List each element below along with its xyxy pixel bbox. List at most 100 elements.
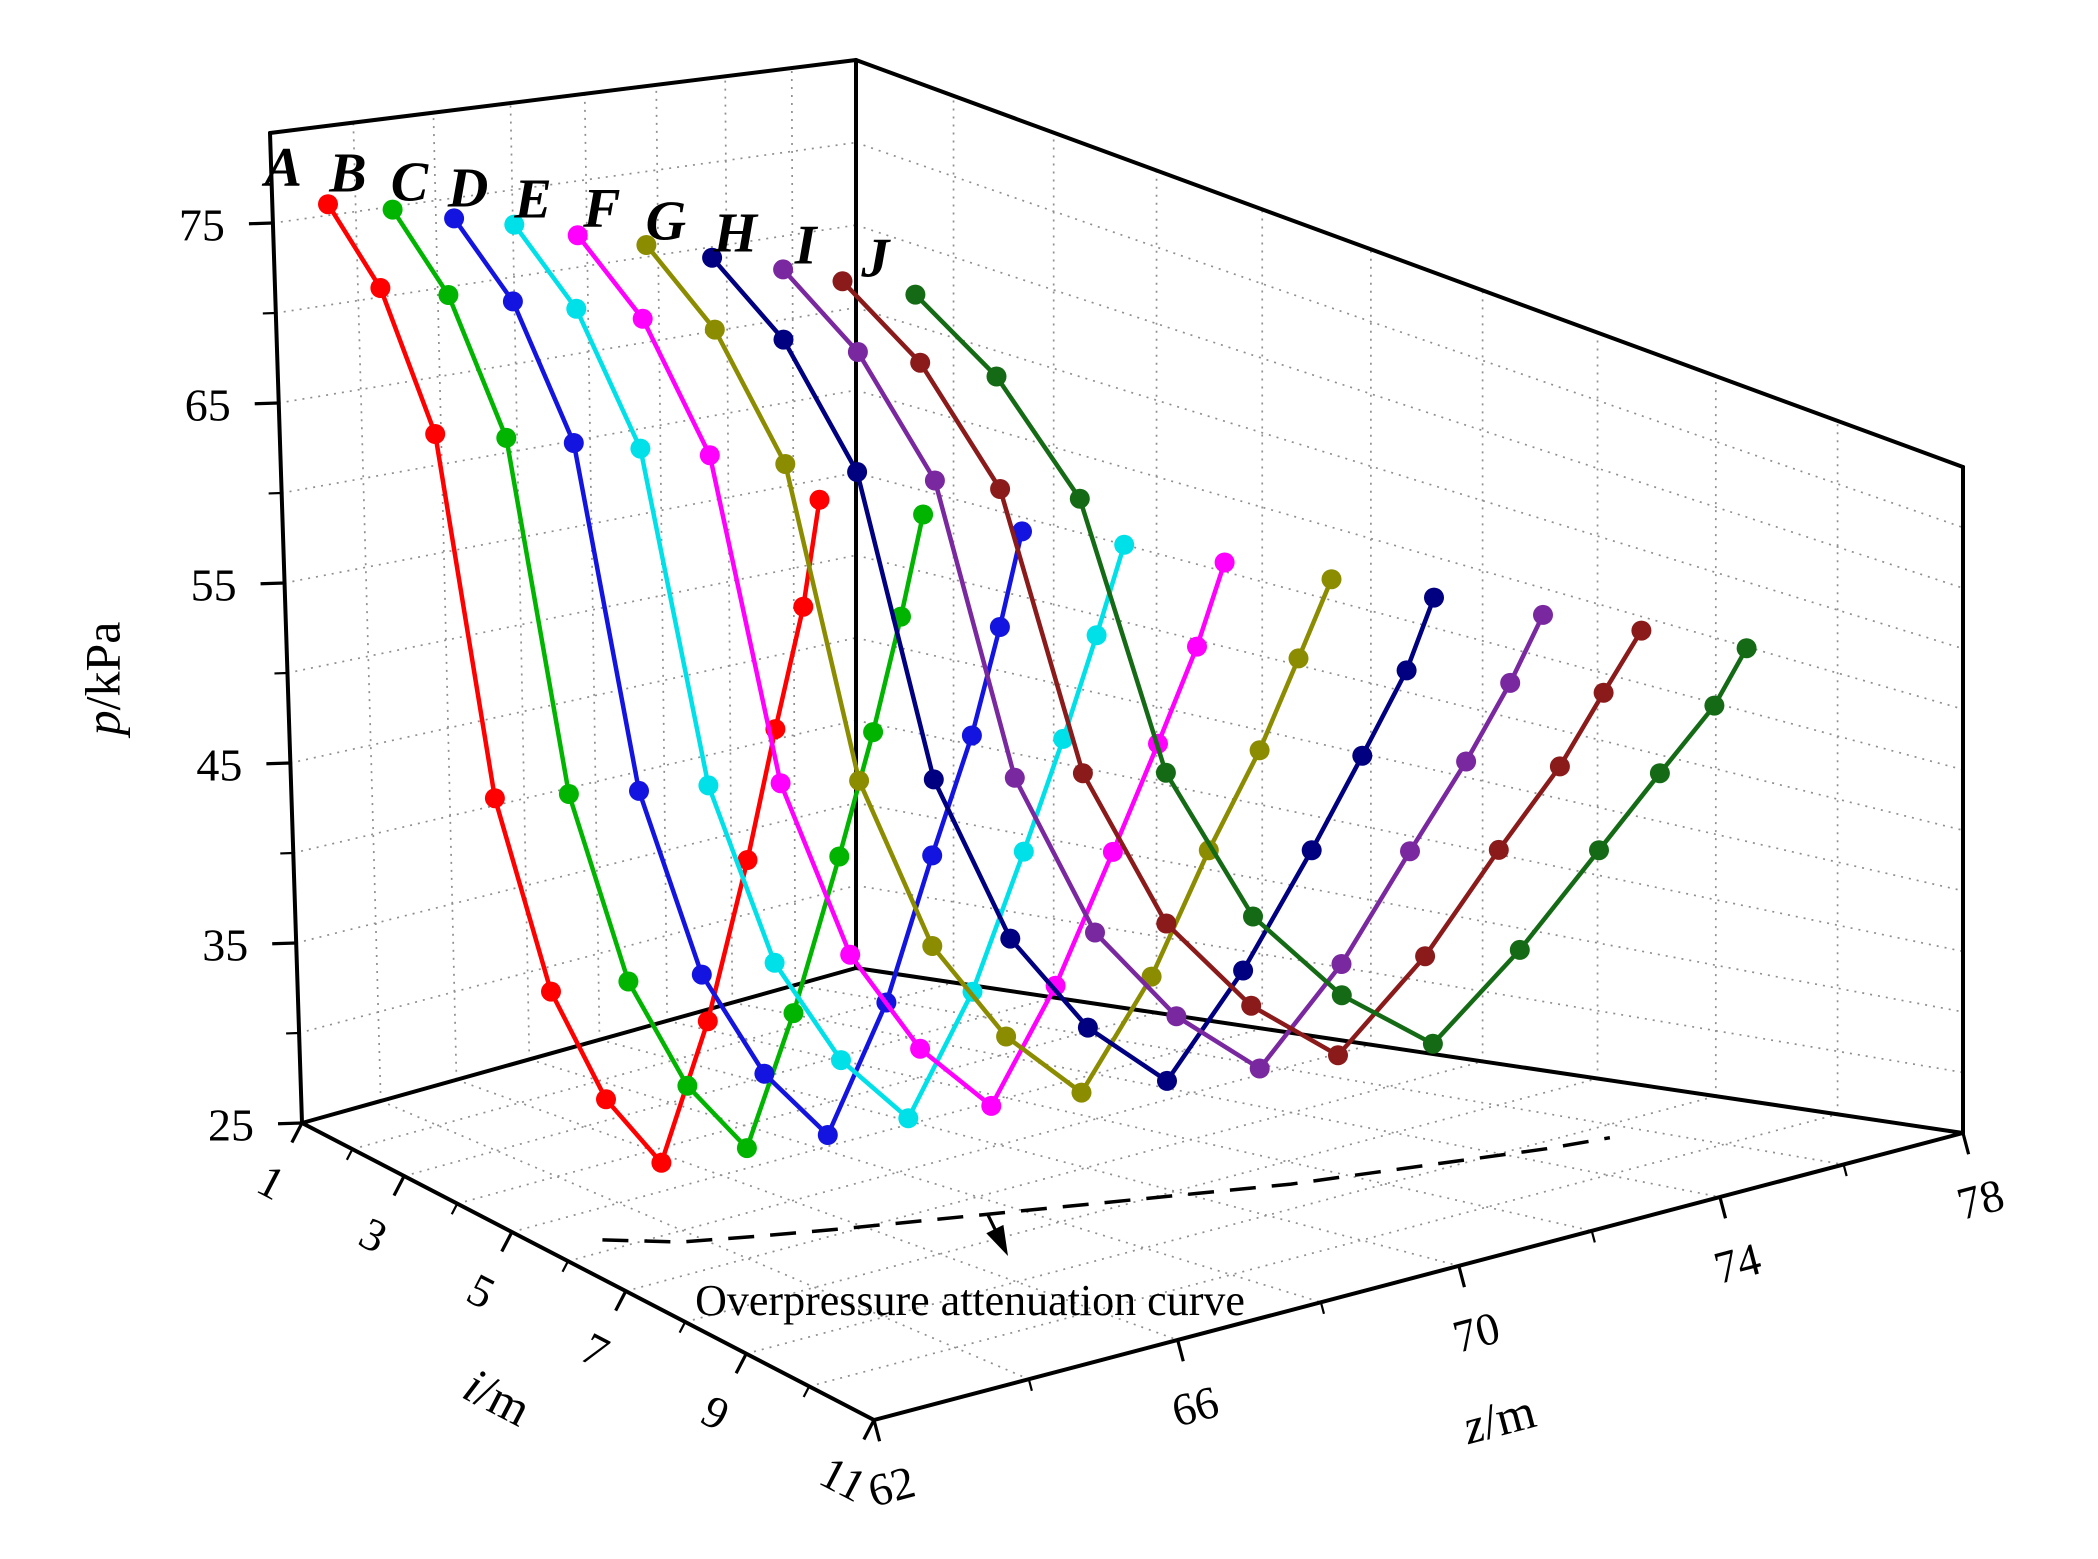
data-point-H: [1500, 672, 1521, 693]
data-point-G: [773, 329, 794, 350]
annotation-arrowhead: [986, 1224, 1008, 1256]
data-point-I: [910, 352, 931, 373]
series-label-B: B: [328, 143, 366, 205]
data-point-F: [775, 454, 796, 474]
data-point-E: [840, 944, 861, 965]
data-point-H: [1004, 767, 1025, 788]
series-line-F: [644, 243, 1334, 1095]
data-point-I: [1593, 682, 1614, 703]
data-point-D: [504, 214, 525, 235]
data-point-J: [1243, 906, 1263, 927]
axis-frame: [268, 58, 1965, 1422]
data-point-I: [990, 479, 1011, 499]
data-point-J: [1422, 1033, 1443, 1054]
data-point-G: [1157, 1070, 1177, 1091]
annotation-text: Overpressure attenuation curve: [695, 1276, 1245, 1325]
data-point-D: [698, 775, 719, 796]
data-point-H: [1533, 604, 1553, 625]
data-point-G: [923, 769, 944, 790]
data-point-A: [370, 278, 391, 298]
data-point-F: [1071, 1082, 1092, 1103]
data-point-G: [847, 462, 868, 482]
series-line-A: [326, 203, 822, 1166]
series-label-H: H: [713, 202, 759, 264]
data-point-I: [832, 271, 853, 292]
data-point-H: [1331, 954, 1352, 974]
data-point-C: [989, 617, 1010, 637]
data-point-A: [793, 596, 814, 617]
data-point-A: [697, 1011, 718, 1032]
series-line-J: [913, 293, 1749, 1047]
data-point-J: [1589, 840, 1609, 861]
data-point-E: [1214, 552, 1235, 573]
data-point-J: [905, 284, 926, 305]
data-point-F: [849, 770, 870, 791]
data-point-D: [898, 1108, 919, 1129]
data-point-G: [1396, 660, 1417, 681]
data-point-D: [566, 298, 587, 319]
data-point-A: [651, 1152, 672, 1173]
data-point-E: [699, 445, 720, 466]
data-point-F: [636, 235, 657, 255]
data-point-I: [1156, 913, 1177, 934]
series-J: J: [860, 228, 1757, 1054]
p-tick-label: 55: [191, 560, 237, 611]
data-point-B: [677, 1075, 698, 1096]
data-point-I: [1631, 620, 1652, 641]
data-point-G: [1301, 840, 1322, 861]
series-label-E: E: [513, 168, 551, 230]
p-tick-label: 25: [208, 1100, 254, 1151]
p-tick-label: 75: [179, 200, 225, 251]
series-label-I: I: [794, 214, 819, 276]
data-point-E: [981, 1095, 1002, 1116]
data-point-E: [1045, 975, 1066, 996]
data-point-H: [1249, 1058, 1270, 1079]
floor: [302, 968, 1963, 1420]
series-line-G: [710, 256, 1437, 1084]
data-point-A: [809, 489, 830, 510]
data-point-H: [1166, 1006, 1187, 1027]
data-point-D: [764, 952, 785, 973]
data-point-A: [484, 788, 505, 809]
series-line-H: [781, 267, 1546, 1071]
data-point-A: [318, 194, 338, 215]
series-B: B: [328, 143, 934, 1159]
p-tick-label: 65: [185, 380, 231, 431]
data-point-B: [863, 722, 884, 743]
data-point-G: [1233, 960, 1254, 981]
data-point-J: [1649, 763, 1670, 784]
annotation: Overpressure attenuation curve: [695, 1214, 1245, 1325]
series-label-A: A: [262, 137, 302, 199]
data-point-C: [754, 1063, 775, 1084]
series-label-J: J: [860, 228, 891, 290]
data-point-I: [1488, 839, 1509, 860]
data-point-C: [629, 780, 649, 801]
data-point-F: [996, 1026, 1017, 1047]
data-point-B: [783, 1003, 804, 1024]
data-point-E: [632, 308, 653, 329]
p-tick-label: 45: [196, 740, 242, 791]
series-line-E: [575, 233, 1227, 1109]
data-point-J: [986, 366, 1007, 387]
series-label-G: G: [646, 191, 686, 253]
data-point-E: [1102, 841, 1123, 862]
series-label-F: F: [582, 178, 620, 240]
data-point-J: [1704, 695, 1725, 716]
data-point-A: [737, 850, 758, 870]
p-axis: 25 35 45 55 65 75 p/kPa: [75, 200, 303, 1151]
series-line-I: [840, 279, 1644, 1058]
data-point-G: [1077, 1017, 1098, 1038]
data-point-H: [847, 342, 868, 362]
data-point-B: [736, 1138, 757, 1159]
data-point-B: [913, 504, 934, 525]
series-F: F: [582, 178, 1342, 1103]
data-point-H: [1085, 922, 1105, 943]
overpressure-attenuation-curve: [602, 1135, 1611, 1244]
attenuation-curve-dashed-line: [602, 1135, 1611, 1244]
data-point-J: [1736, 638, 1757, 659]
data-point-E: [567, 225, 588, 246]
data-point-F: [1249, 740, 1270, 761]
p-axis-title: p/kPa: [75, 621, 131, 738]
data-point-G: [1352, 745, 1373, 766]
